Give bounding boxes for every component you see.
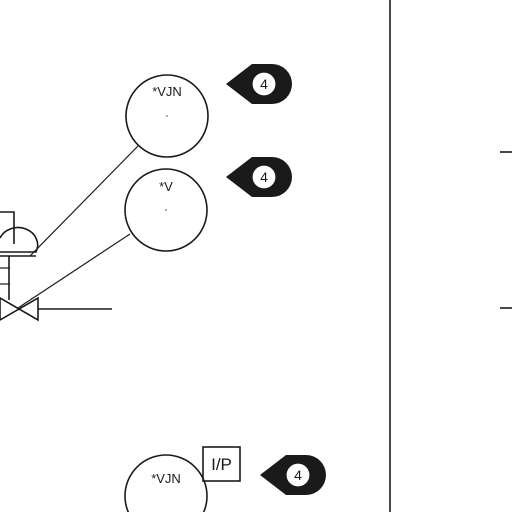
instrument-bubble-v: *V bbox=[124, 168, 208, 252]
note-flag-2: 4 bbox=[226, 157, 292, 197]
ip-converter: I/P bbox=[202, 446, 241, 482]
instrument-bubble-vjn-bottom: *VJN bbox=[124, 454, 208, 512]
note-number: 4 bbox=[260, 169, 268, 185]
actuator-box bbox=[0, 211, 15, 244]
instrument-tag: *VJN bbox=[152, 84, 182, 99]
leader-line-vjn bbox=[29, 145, 139, 257]
note-number: 4 bbox=[260, 76, 268, 92]
bubble-center-dot bbox=[165, 209, 167, 211]
instrument-tag: *V bbox=[159, 179, 173, 194]
ip-converter-label: I/P bbox=[211, 455, 232, 474]
note-flag-3: 4 bbox=[260, 455, 326, 495]
valve-body bbox=[0, 296, 39, 322]
actuator-dome bbox=[0, 226, 39, 253]
leader-line-v bbox=[17, 233, 131, 309]
bubble-center-dot bbox=[166, 115, 168, 117]
note-flag-1: 4 bbox=[226, 64, 292, 104]
note-number: 4 bbox=[294, 467, 302, 483]
instrument-tag: *VJN bbox=[151, 471, 181, 486]
control-valve bbox=[0, 211, 112, 322]
instrument-bubble-vjn-top: *VJN bbox=[125, 74, 209, 158]
